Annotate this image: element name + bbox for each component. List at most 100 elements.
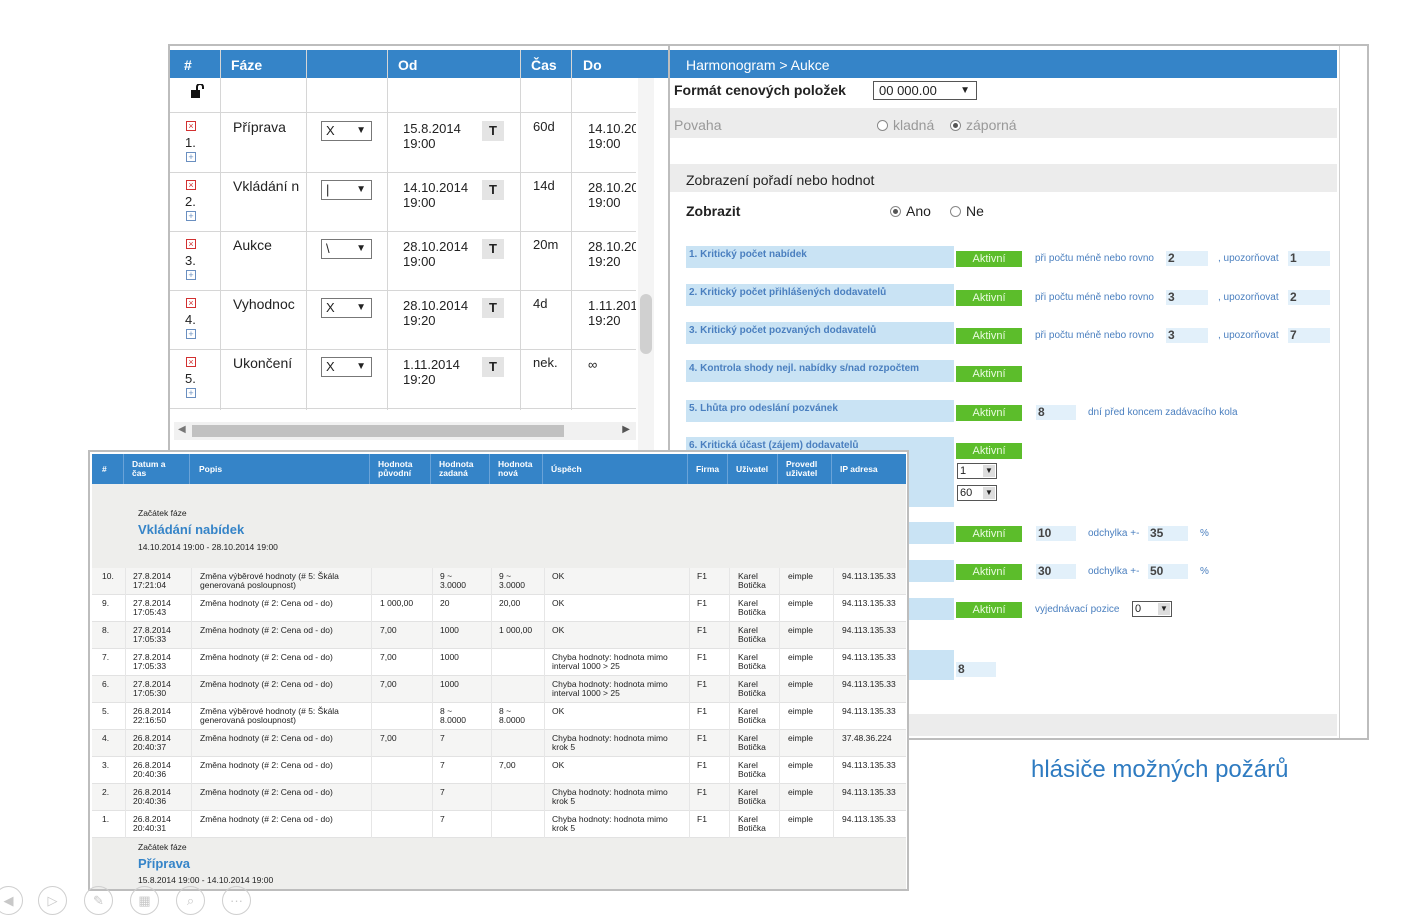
time-button[interactable]: T [482, 239, 504, 259]
row-by: eimple [788, 598, 814, 608]
row-by: eimple [788, 787, 814, 797]
row-user-line1: Karel [738, 814, 758, 824]
row-success: OK [552, 599, 564, 608]
vertical-scrollbar[interactable] [638, 78, 654, 452]
more-icon[interactable]: ··· [222, 886, 251, 915]
row-user: Karel Botička [738, 761, 766, 779]
row-date: 27.8.2014 17:21:04 [133, 572, 171, 590]
row-date-line1: 27.8.2014 [133, 625, 171, 635]
delete-icon[interactable]: × [186, 239, 196, 249]
phase-type-select[interactable]: \ ▼ [321, 239, 372, 259]
criterion-value-input[interactable]: 3 [1166, 290, 1208, 305]
row-success-line2: interval 1000 > 25 [552, 688, 620, 698]
povaha-kladna-radio[interactable]: kladná [877, 117, 934, 133]
time-button[interactable]: T [482, 357, 504, 377]
time-button[interactable]: T [482, 298, 504, 318]
row-success: Chyba hodnoty: hodnota mimo krok 5 [552, 734, 668, 752]
row-entered: 20 [440, 599, 449, 608]
row-ip: 94.113.135.33 [842, 679, 896, 689]
criterion-select[interactable]: 1 ▼ [957, 463, 997, 479]
time-button[interactable]: T [482, 180, 504, 200]
delete-icon[interactable]: × [186, 121, 196, 131]
active-toggle[interactable]: Aktivní [956, 290, 1022, 306]
phase-row[interactable]: × 2. + Vkládání n | ▼ 14.10.2014 19:00 T 1… [170, 172, 636, 231]
phase-end-date: 28.10.20 [588, 180, 636, 195]
add-icon[interactable]: + [186, 388, 196, 398]
zobrazit-ne-radio[interactable]: Ne [950, 203, 984, 219]
phase-row[interactable]: × 3. + Aukce \ ▼ 28.10.2014 19:00 T 20m 28… [170, 231, 636, 290]
phase-type-select[interactable]: | ▼ [321, 180, 372, 200]
phase-row[interactable]: × 4. + Vyhodnoc X ▼ 28.10.2014 19:20 T 4d … [170, 290, 636, 349]
phase-end-time: 19:00 [588, 136, 621, 151]
phase-row[interactable]: × 5. + Ukončení X ▼ 1.11.2014 19:20 T nek.… [170, 349, 636, 408]
delete-icon[interactable]: × [186, 298, 196, 308]
add-icon[interactable]: + [186, 152, 196, 162]
criterion-value-input[interactable]: 3 [1166, 328, 1208, 343]
active-toggle[interactable]: Aktivní [956, 405, 1022, 421]
criterion-warn-input[interactable]: 7 [1288, 328, 1330, 343]
phase-end-date: 1.11.201 [588, 298, 636, 313]
active-toggle[interactable]: Aktivní [956, 251, 1022, 267]
phase-row[interactable]: × 1. + Příprava X ▼ 15.8.2014 19:00 T 60d … [170, 113, 636, 172]
row-desc: Změna hodnoty (# 2: Cena od - do) [200, 626, 333, 635]
add-icon[interactable]: + [186, 270, 196, 280]
active-toggle[interactable]: Aktivní [956, 366, 1022, 382]
row-user-line2: Botička [738, 580, 766, 590]
criterion-value-input[interactable]: 35 [1148, 526, 1188, 541]
active-toggle[interactable]: Aktivní [956, 443, 1022, 459]
format-select[interactable]: 00 000.00 ▼ [873, 81, 977, 100]
delete-icon[interactable]: × [186, 180, 196, 190]
horizontal-scrollbar[interactable]: ◀ ▶ [174, 422, 636, 440]
active-toggle[interactable]: Aktivní [956, 564, 1022, 580]
zoom-icon[interactable]: ⌕ [176, 886, 205, 915]
phase-type-select[interactable]: X ▼ [321, 121, 372, 141]
next-icon[interactable]: ▷ [38, 886, 67, 915]
row-entered: 9 ~3.0000 [440, 572, 466, 590]
row-success-line1: Chyba hodnoty: hodnota mimo [552, 733, 668, 743]
row-date-line1: 26.8.2014 [133, 733, 171, 743]
row-desc-line1: Změna hodnoty (# 2: Cena od - do) [200, 598, 333, 608]
scroll-left-icon[interactable]: ◀ [178, 424, 186, 435]
criterion-select[interactable]: 60 ▼ [957, 485, 997, 501]
radio-icon [890, 206, 901, 217]
criterion-value-input[interactable]: 30 [1036, 564, 1076, 579]
phase-start-time: 19:20 [403, 372, 436, 387]
phase-type-select[interactable]: X ▼ [321, 357, 372, 377]
lock-icon[interactable] [190, 83, 204, 98]
row-success-line1: Chyba hodnoty: hodnota mimo [552, 787, 668, 797]
zobrazit-ano-radio[interactable]: Ano [890, 203, 931, 219]
phase-start-block: Začátek fáze Příprava 15.8.2014 19:00 - … [92, 838, 906, 889]
povaha-zaporna-radio[interactable]: záporná [950, 117, 1017, 133]
row-desc: Změna hodnoty (# 2: Cena od - do) [200, 680, 333, 689]
criterion-warn-input[interactable]: 2 [1288, 290, 1330, 305]
row-new: 9 ~3.0000 [499, 572, 525, 590]
add-icon[interactable]: + [186, 329, 196, 339]
row-date: 26.8.2014 20:40:37 [133, 734, 171, 752]
phase-start-date: 14.10.2014 [403, 180, 469, 195]
phase-type-value: \ [326, 241, 330, 256]
scroll-right-icon[interactable]: ▶ [622, 424, 630, 435]
prev-icon[interactable]: ◀ [0, 886, 23, 915]
add-icon[interactable]: + [186, 211, 196, 221]
row-new: 1 000,00 [499, 626, 532, 635]
criterion-value-input[interactable]: 2 [1166, 251, 1208, 266]
row-user-line2: Botička [738, 688, 766, 698]
criterion-value-input[interactable]: 8 [1036, 405, 1076, 420]
row-user-line1: Karel [738, 706, 758, 716]
delete-icon[interactable]: × [186, 357, 196, 367]
time-button[interactable]: T [482, 121, 504, 141]
phase-type-select[interactable]: X ▼ [321, 298, 372, 318]
scroll-thumb[interactable] [192, 425, 564, 437]
active-toggle[interactable]: Aktivní [956, 526, 1022, 542]
pen-icon[interactable]: ✎ [84, 886, 113, 915]
row-user-line1: Karel [738, 733, 758, 743]
criterion-value-input[interactable]: 50 [1148, 564, 1188, 579]
criterion-value-input[interactable]: 10 [1036, 526, 1076, 541]
criterion-select[interactable]: 0 ▼ [1132, 601, 1172, 617]
criterion-warn-input[interactable]: 1 [1288, 251, 1330, 266]
active-toggle[interactable]: Aktivní [956, 602, 1022, 618]
grid-icon[interactable]: ▦ [130, 886, 159, 915]
criterion-value-input[interactable]: 8 [956, 662, 996, 677]
scroll-thumb[interactable] [640, 294, 652, 354]
active-toggle[interactable]: Aktivní [956, 328, 1022, 344]
